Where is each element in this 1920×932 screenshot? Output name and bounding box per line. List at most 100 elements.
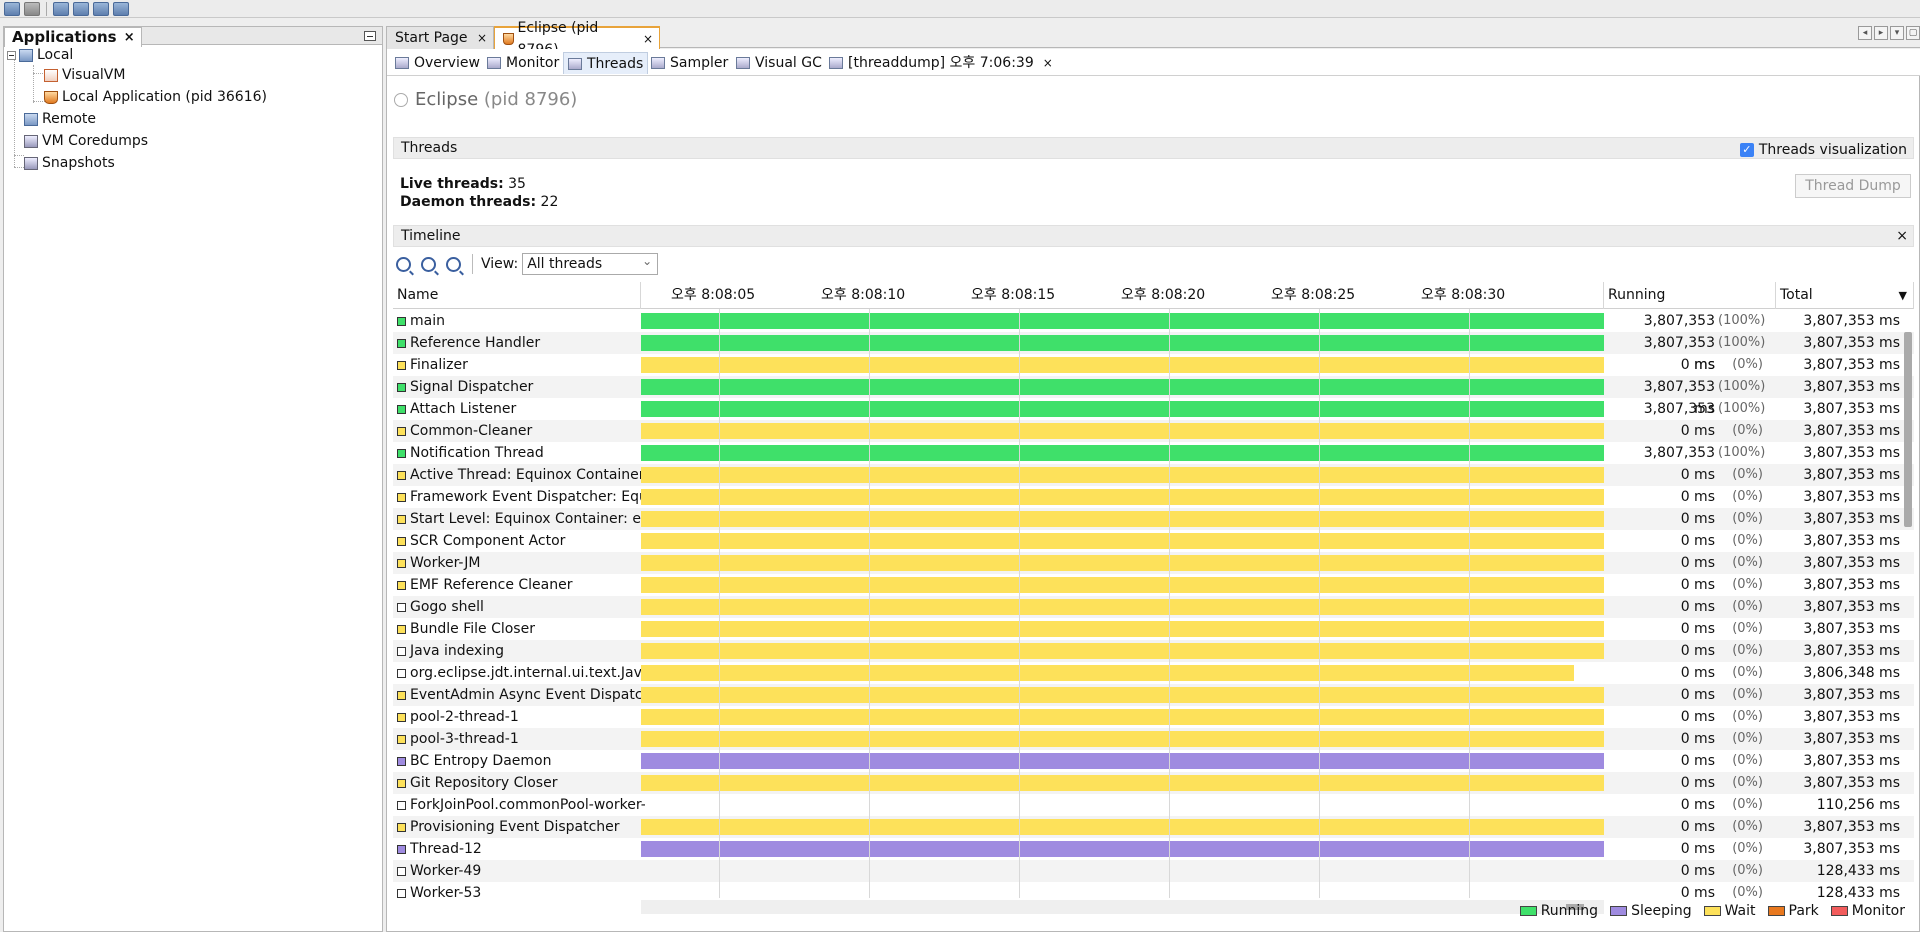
table-row[interactable]: Attach Listener 3,807,353 ms (100%) 3,807,3… [393, 398, 1914, 439]
checkmark-icon[interactable]: ✓ [1739, 143, 1754, 157]
table-row[interactable]: pool-3-thread-1 0 ms (0%) 3,807,353 ms [393, 728, 1914, 750]
total-time: 3,807,353 ms [1803, 577, 1900, 593]
thread-name-text: Worker-53 [410, 885, 482, 898]
tab-threaddump[interactable]: [threaddump] 오후 7:06:39 × [825, 52, 1057, 74]
table-row[interactable]: EventAdmin Async Event Dispatche 0 ms (0%)… [393, 684, 1914, 706]
add-jmx-icon[interactable] [53, 1, 69, 16]
zoom-out-icon[interactable] [421, 256, 436, 272]
column-header-running[interactable]: Running [1604, 282, 1776, 309]
column-header-total[interactable]: Total ▼ [1776, 282, 1914, 309]
applications-tab-row: Applications × [4, 27, 382, 47]
load-snapshot-icon[interactable] [93, 1, 109, 16]
thread-state-icon [397, 558, 406, 568]
running-percent: (100%) [1718, 445, 1766, 460]
stat-label: Daemon threads: [400, 194, 537, 210]
maximize-icon[interactable]: ▢ [1906, 26, 1920, 40]
table-row[interactable]: pool-2-thread-1 0 ms (0%) 3,807,353 ms [393, 706, 1914, 728]
zoom-in-icon[interactable] [396, 256, 411, 272]
table-row[interactable]: Worker-53 0 ms (0%) 128,433 ms [393, 882, 1914, 898]
save-icon[interactable] [24, 1, 40, 16]
table-row[interactable]: Framework Event Dispatcher: Equin 0 ms (0%… [393, 486, 1914, 508]
thread-name: Gogo shell [397, 596, 645, 618]
threads-visualization-checkbox[interactable]: ✓ Threads visualization [1739, 140, 1907, 160]
tree-node-snapshots[interactable]: Snapshots [24, 153, 115, 173]
table-row[interactable]: Gogo shell 0 ms (0%) 3,807,353 ms [393, 596, 1914, 618]
table-row[interactable]: Thread-12 0 ms (0%) 3,807,353 ms [393, 838, 1914, 860]
scrollbar-thumb[interactable] [1566, 904, 1584, 910]
tab-threads[interactable]: Threads [563, 52, 649, 74]
table-row[interactable]: Common-Cleaner 0 ms (0%) 3,807,353 ms [393, 420, 1914, 442]
column-header-name[interactable]: Name [393, 282, 641, 309]
column-menu-icon[interactable]: ▼ [1898, 289, 1907, 302]
stat-label: Live threads: [400, 176, 504, 192]
thread-dump-button[interactable]: Thread Dump [1795, 174, 1911, 198]
close-icon[interactable]: × [642, 32, 653, 46]
tree-node-remote[interactable]: Remote [24, 109, 96, 129]
running-percent: (0%) [1732, 621, 1763, 636]
table-row[interactable]: Start Level: Equinox Container: e8b 0 ms (… [393, 508, 1914, 530]
scroll-left-icon[interactable]: ◂ [1858, 26, 1872, 40]
running-percent: (0%) [1732, 775, 1763, 790]
table-row[interactable]: SCR Component Actor 0 ms (0%) 3,807,353 ms [393, 530, 1914, 552]
table-row[interactable]: Java indexing 0 ms (0%) 3,807,353 ms [393, 640, 1914, 662]
running-time: 0 ms [1680, 687, 1715, 703]
tab-sampler[interactable]: Sampler [647, 52, 732, 74]
close-icon[interactable]: × [476, 31, 487, 45]
table-row[interactable]: Active Thread: Equinox Container: 0 ms (0%… [393, 464, 1914, 486]
minimize-icon[interactable] [364, 31, 376, 41]
tab-list-icon[interactable]: ▾ [1890, 26, 1904, 40]
state-legend: Running Sleeping Wait Park Monitor [1519, 903, 1905, 919]
tree-node-coredumps[interactable]: VM Coredumps [24, 131, 148, 151]
thread-state-icon [397, 888, 406, 898]
toolbar-separator [46, 1, 47, 16]
computer-icon [19, 48, 33, 62]
stat-value: 35 [508, 176, 526, 192]
view-select[interactable]: All threads [522, 251, 659, 275]
tree-node-local-application[interactable]: Local Application (pid 36616) [44, 87, 267, 107]
view-label: View: [481, 256, 519, 272]
thread-name: Git Repository Closer [397, 772, 645, 794]
tree-guide [14, 167, 24, 168]
tree-guide [33, 73, 45, 74]
add-remote-host-icon[interactable] [73, 1, 89, 16]
load-coredump-icon[interactable] [113, 1, 129, 16]
table-row[interactable]: Notification Thread 3,807,353 ms (100%) 3,8… [393, 442, 1914, 483]
tree-label: Local Application (pid 36616) [62, 89, 267, 105]
running-time: 0 ms [1680, 577, 1715, 593]
close-icon[interactable]: × [1896, 228, 1908, 244]
close-icon[interactable]: × [123, 30, 135, 45]
running-percent: (0%) [1732, 533, 1763, 548]
tab-monitor[interactable]: Monitor [483, 52, 563, 74]
table-row[interactable]: Reference Handler 3,807,353 ms (100%) 3,807… [393, 332, 1914, 373]
sampler-icon [651, 57, 665, 69]
table-row[interactable]: BC Entropy Daemon 0 ms (0%) 3,807,353 ms [393, 750, 1914, 772]
legend-swatch [1703, 906, 1721, 916]
table-row[interactable]: ForkJoinPool.commonPool-worker- 0 ms (0%) 1… [393, 794, 1914, 816]
close-icon[interactable]: × [1042, 56, 1053, 70]
horizontal-scrollbar[interactable] [641, 900, 1604, 914]
tree-node-visualvm[interactable]: VisualVM [44, 65, 125, 85]
table-row[interactable]: Bundle File Closer 0 ms (0%) 3,807,353 ms [393, 618, 1914, 640]
tab-eclipse[interactable]: Eclipse (pid 8796) × [494, 20, 660, 58]
table-row[interactable]: main 3,807,353 ms (100%) 3,807,353 ms [393, 310, 1914, 351]
table-row[interactable]: Git Repository Closer 0 ms (0%) 3,807,353 m… [393, 772, 1914, 794]
tab-visual-gc[interactable]: Visual GC [732, 52, 826, 74]
scroll-right-icon[interactable]: ▸ [1874, 26, 1888, 40]
tab-overview[interactable]: Overview [391, 52, 484, 74]
collapse-icon[interactable] [7, 50, 16, 60]
table-row[interactable]: Provisioning Event Dispatcher 0 ms (0%) 3,8… [393, 816, 1914, 838]
table-row[interactable]: Finalizer 0 ms (0%) 3,807,353 ms [393, 354, 1914, 376]
tab-start-page[interactable]: Start Page × [386, 26, 494, 49]
zoom-fit-icon[interactable] [446, 256, 461, 272]
table-row[interactable]: EMF Reference Cleaner 0 ms (0%) 3,807,353 m… [393, 574, 1914, 596]
applications-tab[interactable]: Applications × [4, 27, 142, 47]
table-row[interactable]: Worker-JM 0 ms (0%) 3,807,353 ms [393, 552, 1914, 574]
table-row[interactable]: org.eclipse.jdt.internal.ui.text.JavaF 0 … [393, 662, 1914, 684]
table-row[interactable]: Worker-49 0 ms (0%) 128,433 ms [393, 860, 1914, 882]
open-file-icon[interactable] [4, 1, 20, 16]
table-row[interactable]: Signal Dispatcher 3,807,353 ms (100%) 3,807… [393, 376, 1914, 417]
tab-navigation: ◂ ▸ ▾ ▢ [1858, 26, 1920, 40]
thread-state-icon [397, 426, 406, 436]
tree-node-local[interactable]: Local [7, 45, 73, 65]
vertical-scrollbar[interactable] [1904, 332, 1912, 527]
